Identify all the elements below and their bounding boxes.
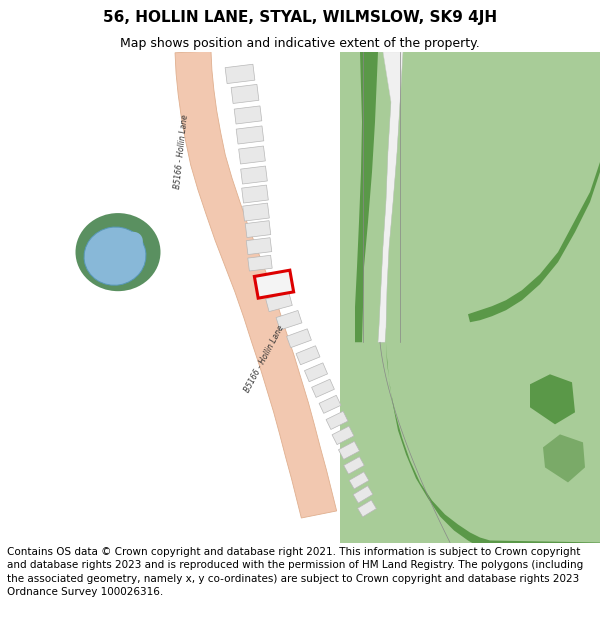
Polygon shape xyxy=(242,203,269,221)
Ellipse shape xyxy=(117,232,143,256)
Polygon shape xyxy=(349,472,369,489)
Polygon shape xyxy=(543,434,585,482)
Polygon shape xyxy=(468,52,600,322)
Polygon shape xyxy=(234,106,262,124)
Polygon shape xyxy=(358,500,376,517)
Polygon shape xyxy=(225,64,255,84)
Polygon shape xyxy=(236,126,264,144)
Polygon shape xyxy=(242,185,268,203)
Polygon shape xyxy=(378,52,403,342)
Polygon shape xyxy=(353,486,373,503)
Polygon shape xyxy=(266,292,292,312)
Polygon shape xyxy=(175,51,337,518)
Polygon shape xyxy=(338,441,359,459)
Polygon shape xyxy=(245,221,271,238)
Ellipse shape xyxy=(84,227,146,285)
Polygon shape xyxy=(287,329,311,348)
Polygon shape xyxy=(378,52,403,342)
Polygon shape xyxy=(319,396,341,413)
Text: B5166 - Hollin Lane: B5166 - Hollin Lane xyxy=(242,324,286,394)
Ellipse shape xyxy=(76,213,161,291)
Text: B5166 - Hollin Lane: B5166 - Hollin Lane xyxy=(173,114,190,189)
Text: 56, HOLLIN LANE, STYAL, WILMSLOW, SK9 4JH: 56, HOLLIN LANE, STYAL, WILMSLOW, SK9 4J… xyxy=(103,11,497,26)
Polygon shape xyxy=(344,457,364,474)
Polygon shape xyxy=(239,146,265,164)
Polygon shape xyxy=(530,374,575,424)
Polygon shape xyxy=(246,238,272,254)
Polygon shape xyxy=(340,52,600,542)
Polygon shape xyxy=(311,379,334,398)
Polygon shape xyxy=(420,52,600,542)
Polygon shape xyxy=(254,270,293,298)
Polygon shape xyxy=(326,411,348,429)
Polygon shape xyxy=(355,52,378,342)
Polygon shape xyxy=(332,426,354,444)
Polygon shape xyxy=(276,311,302,330)
Polygon shape xyxy=(304,363,328,382)
Polygon shape xyxy=(241,166,268,184)
Polygon shape xyxy=(231,84,259,104)
Polygon shape xyxy=(355,342,600,552)
Text: Map shows position and indicative extent of the property.: Map shows position and indicative extent… xyxy=(120,38,480,51)
Polygon shape xyxy=(248,255,272,271)
Text: Contains OS data © Crown copyright and database right 2021. This information is : Contains OS data © Crown copyright and d… xyxy=(7,547,583,598)
Polygon shape xyxy=(296,346,320,365)
